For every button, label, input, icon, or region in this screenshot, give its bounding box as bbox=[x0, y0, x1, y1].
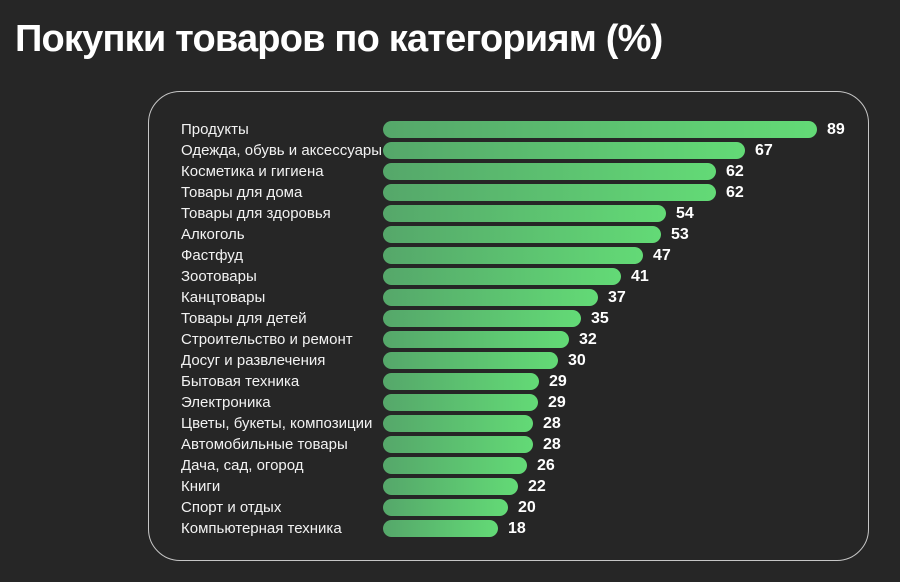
bar bbox=[383, 184, 716, 201]
value-label: 67 bbox=[755, 141, 773, 159]
value-label: 29 bbox=[548, 393, 566, 411]
category-label: Бытовая техника bbox=[181, 373, 300, 390]
bar bbox=[383, 373, 539, 390]
chart-row: Одежда, обувь и аксессуары 67 bbox=[181, 140, 858, 161]
chart-row: Товары для здоровья 54 bbox=[181, 203, 858, 224]
chart-row: Книги 22 bbox=[181, 476, 858, 497]
value-label: 37 bbox=[608, 288, 626, 306]
bar bbox=[383, 331, 569, 348]
category-label: Продукты bbox=[181, 121, 249, 138]
bar bbox=[383, 121, 817, 138]
value-label: 22 bbox=[528, 477, 546, 495]
chart-row: Товары для детей 35 bbox=[181, 308, 858, 329]
bar-chart: Продукты 89 Одежда, обувь и аксессуары 67 Ко… bbox=[181, 119, 858, 539]
bar bbox=[383, 163, 716, 180]
bar bbox=[383, 142, 745, 159]
category-label: Товары для детей bbox=[181, 310, 307, 327]
category-label: Товары для здоровья bbox=[181, 205, 331, 222]
bar bbox=[383, 289, 598, 306]
bar bbox=[383, 520, 498, 537]
category-label: Одежда, обувь и аксессуары bbox=[181, 142, 383, 159]
chart-row: Электроника 29 bbox=[181, 392, 858, 413]
chart-row: Дача, сад, огород 26 bbox=[181, 455, 858, 476]
page-title: Покупки товаров по категориям (%) bbox=[15, 18, 663, 60]
category-label: Канцтовары bbox=[181, 289, 266, 306]
category-label: Автомобильные товары bbox=[181, 436, 348, 453]
chart-row: Цветы, букеты, композиции 28 bbox=[181, 413, 858, 434]
chart-row: Компьютерная техника 18 bbox=[181, 518, 858, 539]
value-label: 35 bbox=[591, 309, 609, 327]
category-label: Книги bbox=[181, 478, 221, 495]
bar bbox=[383, 310, 581, 327]
category-label: Строительство и ремонт bbox=[181, 331, 353, 348]
bar bbox=[383, 499, 508, 516]
chart-row: Канцтовары 37 bbox=[181, 287, 858, 308]
value-label: 28 bbox=[543, 435, 561, 453]
bar bbox=[383, 478, 518, 495]
chart-row: Строительство и ремонт 32 bbox=[181, 329, 858, 350]
chart-row: Спорт и отдых 20 bbox=[181, 497, 858, 518]
chart-row: Автомобильные товары 28 bbox=[181, 434, 858, 455]
bar bbox=[383, 436, 533, 453]
chart-row: Бытовая техника 29 bbox=[181, 371, 858, 392]
value-label: 62 bbox=[726, 162, 744, 180]
category-label: Компьютерная техника bbox=[181, 520, 342, 537]
category-label: Товары для дома bbox=[181, 184, 303, 201]
value-label: 89 bbox=[827, 120, 845, 138]
value-label: 20 bbox=[518, 498, 536, 516]
value-label: 41 bbox=[631, 267, 649, 285]
chart-row: Фастфуд 47 bbox=[181, 245, 858, 266]
category-label: Косметика и гигиена bbox=[181, 163, 324, 180]
value-label: 32 bbox=[579, 330, 597, 348]
chart-row: Зоотовары 41 bbox=[181, 266, 858, 287]
category-label: Дача, сад, огород bbox=[181, 457, 304, 474]
category-label: Спорт и отдых bbox=[181, 499, 282, 516]
value-label: 26 bbox=[537, 456, 555, 474]
chart-row: Продукты 89 bbox=[181, 119, 858, 140]
bar bbox=[383, 394, 538, 411]
category-label: Фастфуд bbox=[181, 247, 244, 264]
category-label: Досуг и развлечения bbox=[181, 352, 326, 369]
value-label: 18 bbox=[508, 519, 526, 537]
bar bbox=[383, 226, 661, 243]
value-label: 28 bbox=[543, 414, 561, 432]
value-label: 54 bbox=[676, 204, 694, 222]
chart-row: Товары для дома 62 bbox=[181, 182, 858, 203]
bar bbox=[383, 268, 621, 285]
chart-row: Алкоголь 53 bbox=[181, 224, 858, 245]
category-label: Цветы, букеты, композиции bbox=[181, 415, 373, 432]
bar bbox=[383, 457, 527, 474]
chart-row: Косметика и гигиена 62 bbox=[181, 161, 858, 182]
value-label: 47 bbox=[653, 246, 671, 264]
bar bbox=[383, 205, 666, 222]
value-label: 30 bbox=[568, 351, 586, 369]
value-label: 62 bbox=[726, 183, 744, 201]
bar bbox=[383, 352, 558, 369]
category-label: Электроника bbox=[181, 394, 271, 411]
value-label: 53 bbox=[671, 225, 689, 243]
chart-panel: Продукты 89 Одежда, обувь и аксессуары 67 Ко… bbox=[148, 91, 869, 561]
bar bbox=[383, 415, 533, 432]
bar bbox=[383, 247, 643, 264]
category-label: Алкоголь bbox=[181, 226, 245, 243]
value-label: 29 bbox=[549, 372, 567, 390]
category-label: Зоотовары bbox=[181, 268, 257, 285]
chart-row: Досуг и развлечения 30 bbox=[181, 350, 858, 371]
